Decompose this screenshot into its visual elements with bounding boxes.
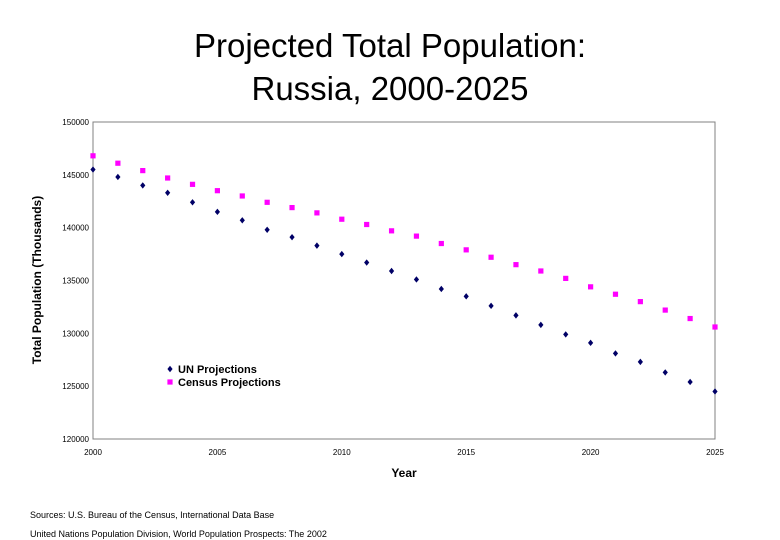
y-tick-label-2: 130000 (62, 329, 89, 338)
point-series1-2004 (189, 181, 196, 187)
point-series0-2002 (140, 182, 146, 189)
point-series1-2022 (637, 299, 643, 305)
point-series0-2015 (463, 293, 469, 300)
point-series0-2004 (189, 199, 196, 206)
legend-marker-1 (167, 379, 173, 385)
source-line-1: Sources: U.S. Bureau of the Census, Inte… (30, 510, 275, 520)
point-series0-2009 (314, 242, 320, 249)
plot-area (92, 121, 716, 440)
point-series0-2005 (214, 208, 220, 216)
x-tick-label-2: 2010 (333, 448, 351, 457)
point-series0-2023 (662, 369, 668, 376)
y-axis: 120000 125000 130000 135000 140000 145000 1500… (62, 118, 89, 444)
point-series0-2006 (239, 217, 245, 224)
chart-title-line-1: Projected Total Population: (194, 27, 586, 64)
point-series1-2011 (364, 221, 370, 228)
point-series1-2014 (438, 240, 444, 247)
point-series0-2008 (289, 233, 295, 241)
point-series1-2005 (214, 188, 220, 194)
point-series0-2019 (563, 331, 569, 338)
point-series1-2010 (339, 216, 345, 222)
point-series1-2012 (388, 228, 395, 234)
point-series0-2013 (413, 276, 420, 283)
point-series0-2025 (712, 388, 718, 395)
point-series1-2017 (513, 262, 519, 268)
point-series1-2003 (165, 175, 171, 181)
point-series1-2019 (563, 275, 569, 281)
point-series1-2000 (90, 153, 96, 159)
x-tick-label-5: 2025 (706, 448, 724, 457)
x-axis-label: Year (391, 466, 417, 480)
point-series1-2020 (588, 284, 594, 290)
legend-label-0: UN Projections (178, 364, 257, 376)
point-series0-2007 (264, 226, 270, 233)
point-series1-2015 (463, 247, 469, 253)
legend-label-1: Census Projections (178, 377, 281, 389)
point-series1-2009 (314, 210, 320, 216)
y-tick-label-3: 135000 (62, 277, 89, 286)
x-tick-label-0: 2000 (84, 448, 102, 457)
point-series0-2003 (165, 189, 171, 196)
legend-marker-0 (167, 365, 173, 373)
point-series1-2001 (115, 160, 121, 166)
point-series1-2024 (687, 315, 693, 322)
y-axis-label: Total Population (Thousands) (30, 196, 44, 364)
chart-title: Projected Total Population: Russia, 2000… (0, 24, 780, 110)
point-series0-2001 (115, 173, 121, 181)
point-series1-2002 (140, 168, 146, 174)
point-series0-2020 (588, 339, 594, 347)
point-series1-2013 (413, 233, 420, 239)
point-series1-2006 (239, 193, 245, 199)
y-tick-label-6: 150000 (62, 118, 89, 127)
point-series1-2025 (712, 324, 718, 330)
point-series1-2016 (488, 254, 494, 260)
point-series0-2000 (90, 166, 96, 173)
y-tick-label-4: 140000 (62, 224, 89, 233)
x-tick-label-4: 2020 (582, 448, 600, 457)
point-series1-2021 (612, 291, 619, 297)
y-tick-label-0: 120000 (62, 435, 89, 444)
point-series1-2018 (538, 268, 544, 274)
point-series1-2023 (662, 307, 668, 313)
point-series0-2012 (388, 267, 395, 275)
source-line-2: United Nations Population Division, Worl… (30, 529, 327, 539)
data-points (90, 153, 718, 395)
point-series0-2014 (438, 285, 444, 293)
x-tick-label-3: 2015 (457, 448, 475, 457)
chart-title-line-2: Russia, 2000-2025 (251, 70, 529, 107)
point-series0-2018 (538, 321, 544, 329)
point-series0-2016 (488, 302, 494, 310)
x-axis: 2000 2005 2010 2015 2020 2025 (84, 448, 724, 457)
point-series1-2008 (289, 204, 295, 211)
point-series1-2007 (264, 199, 270, 205)
point-series0-2010 (339, 250, 345, 258)
y-tick-label-1: 125000 (62, 382, 89, 391)
y-tick-label-5: 145000 (62, 171, 89, 180)
point-series0-2024 (687, 378, 693, 386)
point-series0-2021 (612, 350, 619, 357)
point-series0-2022 (637, 358, 643, 366)
point-series0-2017 (513, 312, 519, 319)
x-tick-label-1: 2005 (209, 448, 227, 457)
point-series0-2011 (364, 259, 370, 266)
